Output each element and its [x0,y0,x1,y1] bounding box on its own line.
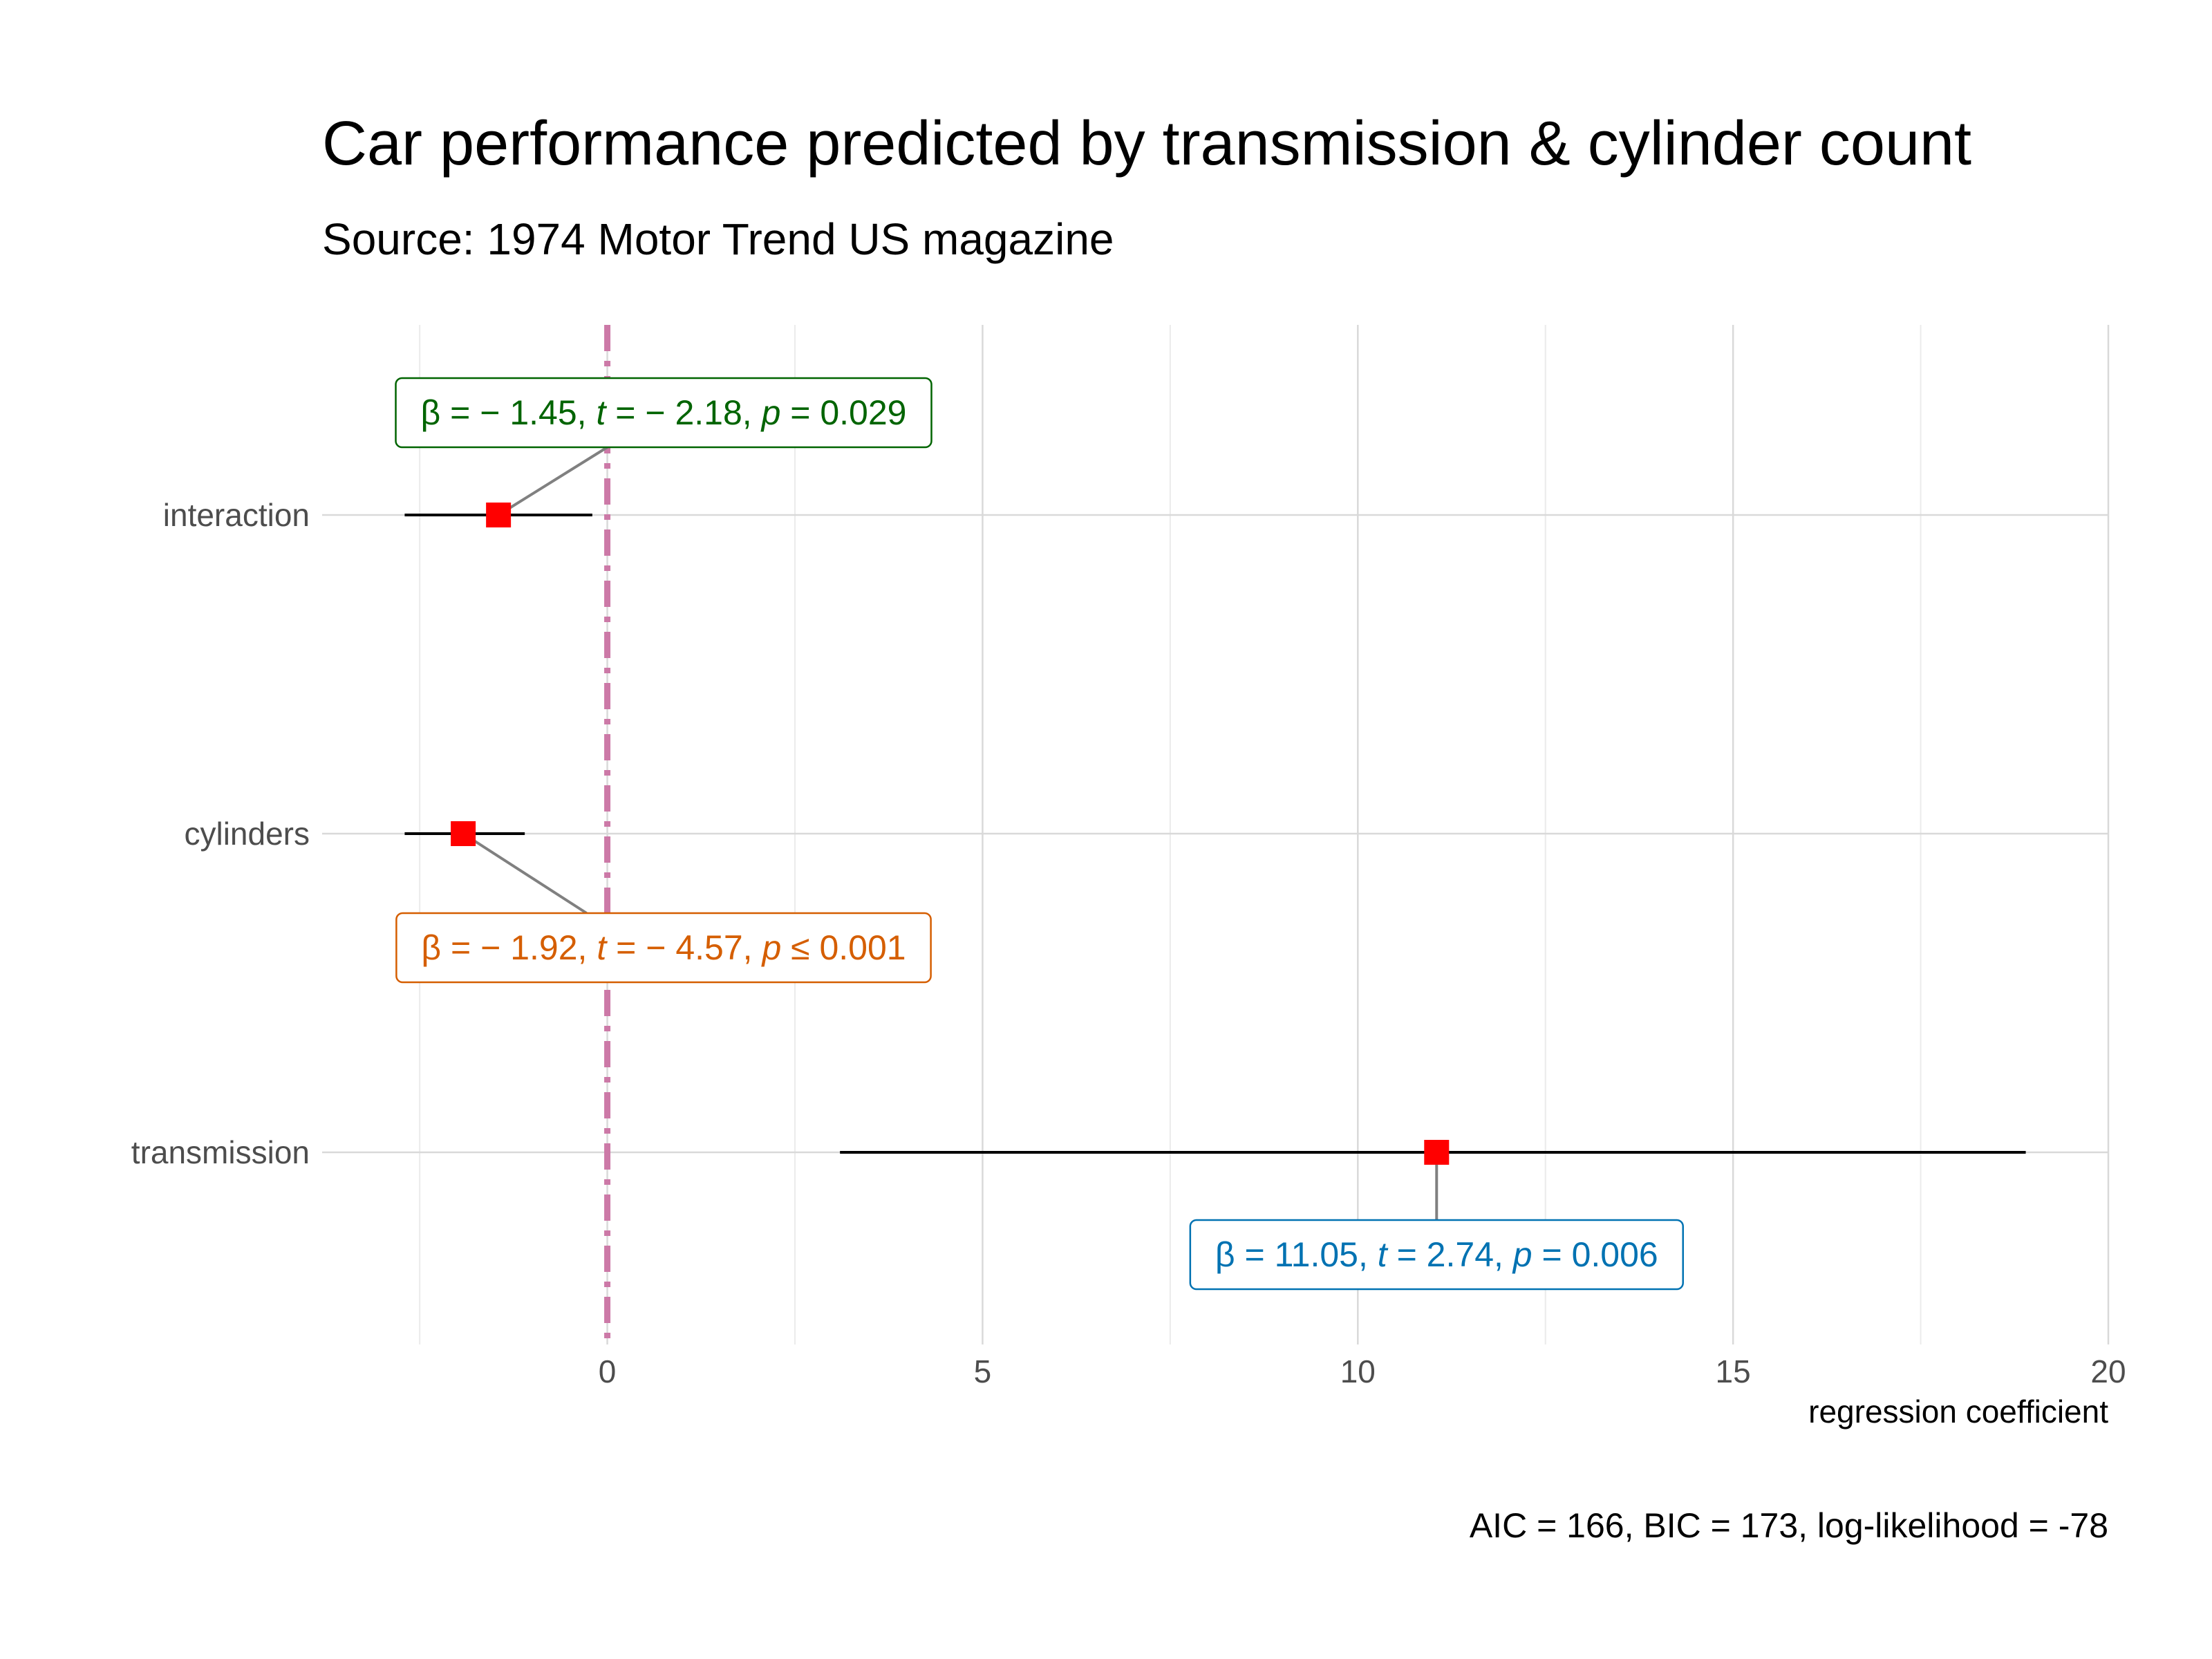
coefficient-point [486,503,512,527]
label-connector [498,446,608,516]
x-axis-label: regression coefficient [1808,1394,2108,1430]
coefficient-point [451,821,476,846]
estimate-label: β = − 1.92, t = − 4.57, p ≤ 0.001 [421,928,906,967]
term-cylinders: β = − 1.92, t = − 4.57, p ≤ 0.001 [395,821,932,984]
y-tick-label: cylinders [184,816,310,852]
estimate-label: β = − 1.45, t = − 2.18, p = 0.029 [421,393,907,432]
y-tick-label: transmission [131,1134,310,1170]
x-tick-label: 5 [974,1353,992,1389]
estimate-label-box [395,377,932,449]
term-interaction: β = − 1.45, t = − 2.18, p = 0.029 [395,377,932,527]
x-tick-label: 20 [2090,1353,2126,1389]
chart-title: Car performance predicted by transmissio… [322,109,1971,178]
chart-subtitle: Source: 1974 Motor Trend US magazine [322,214,1114,264]
y-axis: interaction cylinders transmission [131,497,310,1170]
x-tick-label: 10 [1340,1353,1376,1389]
x-tick-label: 15 [1716,1353,1751,1389]
grid-lines [322,325,2110,1344]
coefficient-point [1424,1140,1450,1165]
estimate-label-box [1189,1219,1684,1291]
x-tick-label: 0 [599,1353,617,1389]
estimate-label: β = 11.05, t = 2.74, p = 0.006 [1215,1235,1658,1274]
x-axis: 0 5 10 15 20 [599,1353,2126,1389]
y-tick-label: interaction [163,497,310,533]
model-fit-caption: AIC = 166, BIC = 173, log-likelihood = -… [1470,1506,2108,1545]
term-transmission: β = 11.05, t = 2.74, p = 0.006 [840,1140,2026,1291]
label-connector [462,832,588,915]
estimate-label-box [395,912,932,984]
coefficient-marks: β = − 1.45, t = − 2.18, p = 0.029 β = − 1… [395,377,2026,1291]
